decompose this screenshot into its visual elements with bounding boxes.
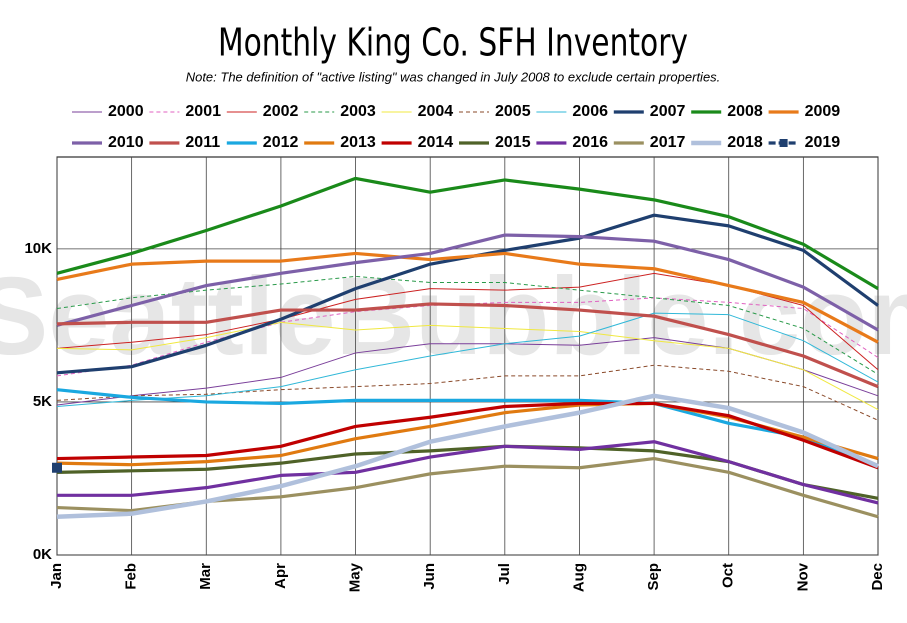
series-line [56, 393, 879, 519]
x-tick-label: Jul [496, 563, 513, 585]
legend-label: 2000 [108, 103, 144, 120]
legend-label: 2015 [495, 134, 531, 151]
legend-label: 2006 [572, 103, 608, 120]
legend-label: 2008 [727, 103, 763, 120]
x-tick-label: Mar [197, 563, 214, 590]
series-line [56, 176, 879, 291]
x-tick-label: Jun [421, 563, 438, 590]
legend-marker [779, 139, 788, 147]
series-line [56, 233, 879, 332]
series-line [56, 297, 879, 377]
series-line [56, 251, 879, 344]
x-tick-label: Dec [869, 563, 886, 591]
legend-label: 2003 [340, 103, 376, 120]
series-line [56, 456, 879, 519]
legend-label: 2014 [418, 134, 454, 151]
x-tick-label: Aug [570, 563, 587, 592]
legend-label: 2009 [805, 103, 841, 120]
series-line [56, 321, 879, 411]
legend-label: 2010 [108, 134, 144, 151]
series-line [56, 401, 879, 470]
y-tick-label: 10K [24, 240, 52, 257]
x-tick-label: Feb [123, 563, 140, 590]
x-tick-label: Nov [794, 562, 811, 591]
y-tick-label: 0K [33, 546, 52, 563]
legend-label: 2002 [263, 103, 299, 120]
series-line [57, 440, 879, 505]
legend-label: 2017 [650, 134, 686, 151]
series-line [56, 312, 879, 408]
series-line [56, 388, 879, 468]
series-line [56, 302, 879, 389]
x-tick-label: May [347, 562, 364, 592]
x-tick-label: Apr [272, 563, 289, 589]
x-tick-label: Oct [720, 563, 737, 588]
x-tick-label: Jan [48, 563, 65, 589]
legend-label: 2007 [650, 103, 686, 120]
x-tick-label: Sep [645, 563, 662, 591]
y-tick-label: 5K [33, 393, 52, 410]
series-line [56, 275, 879, 375]
point-marker [52, 462, 62, 473]
legend-label: 2013 [340, 134, 376, 151]
legend-label: 2018 [727, 134, 763, 151]
legend-label: 2016 [572, 134, 608, 151]
series-line [56, 364, 879, 421]
watermark: SeattleBubble.com [0, 255, 907, 378]
legend-label: 2004 [418, 103, 454, 120]
legend-label: 2001 [185, 103, 221, 120]
legend-label: 2011 [185, 134, 220, 151]
legend-label: 2005 [495, 103, 531, 120]
chart-title: Monthly King Co. SFH Inventory [218, 21, 688, 65]
chart-subtitle: Note: The definition of "active listing"… [186, 69, 721, 84]
legend-label: 2019 [805, 134, 841, 151]
legend-label: 2012 [263, 134, 299, 151]
